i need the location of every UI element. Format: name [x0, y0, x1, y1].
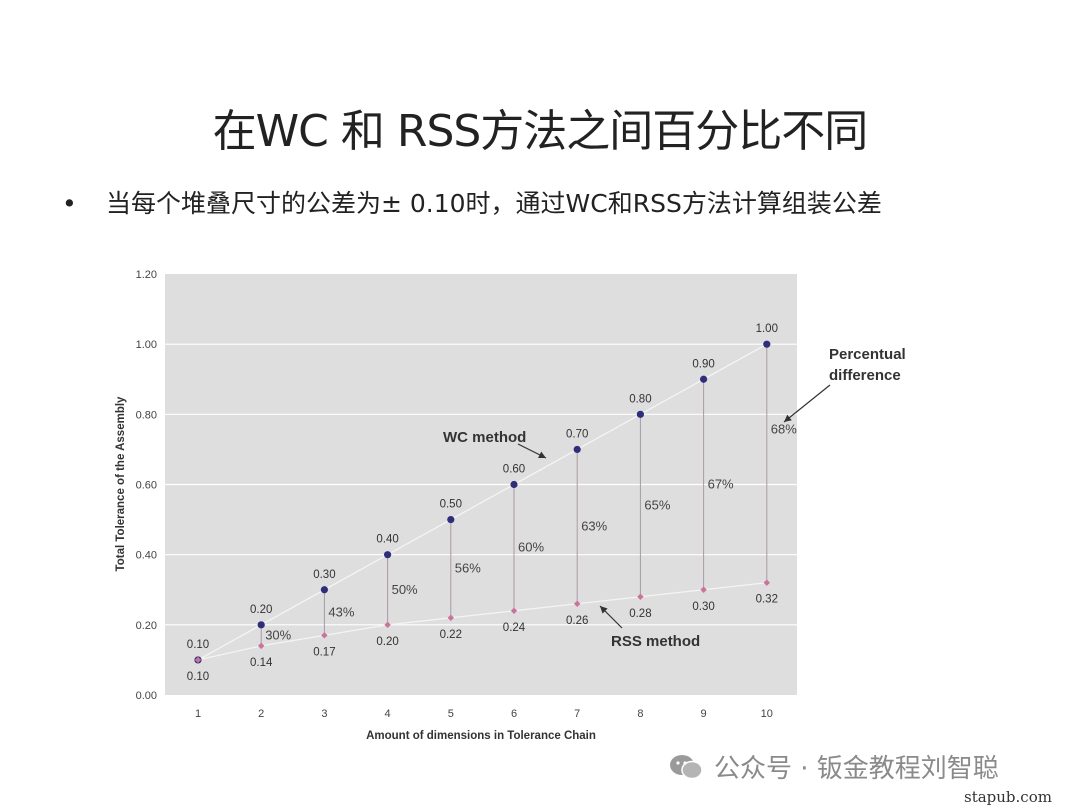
x-tick-label: 2: [258, 708, 264, 720]
percent-difference-label: 30%: [265, 627, 291, 642]
wc-point: [573, 445, 581, 454]
rss-point: [194, 656, 202, 664]
watermark: 公众号 · 钣金教程刘智聪: [668, 748, 999, 785]
rss-value-label: 0.24: [503, 622, 526, 634]
x-tick-label: 6: [511, 708, 517, 720]
wc-point: [384, 551, 392, 559]
wc-point: [257, 621, 265, 629]
data-points: [194, 340, 771, 664]
bullet-text: 当每个堆叠尺寸的公差为± 0.10时，通过WC和RSS方法计算组装公差: [106, 189, 882, 218]
watermark-text: 公众号 · 钣金教程刘智聪: [714, 754, 999, 784]
wc-value-label: 0.40: [376, 534, 398, 546]
wc-value-label: 0.10: [187, 639, 209, 651]
wc-point: [700, 375, 708, 383]
site-mark: stapub.com: [964, 788, 1052, 806]
percent-difference-label: 56%: [455, 561, 481, 576]
rss-point: [510, 607, 518, 614]
x-tick-label: 8: [637, 708, 643, 720]
x-tick-label: 3: [321, 708, 327, 720]
grid-lines: [165, 343, 797, 626]
rss-point: [384, 621, 391, 629]
percent-difference-label: 50%: [392, 582, 418, 597]
wc-value-label: 0.30: [313, 569, 335, 581]
rss-series-line: [197, 582, 767, 661]
bullet-marker: •: [62, 189, 77, 218]
y-tick-label: 1.00: [136, 339, 157, 351]
wc-point: [510, 480, 518, 489]
series-lines: [197, 343, 768, 661]
wc-method-label: WC method: [443, 429, 526, 446]
rss-point: [321, 632, 328, 639]
annotations: WC method RSS method Percentual differen…: [443, 346, 906, 650]
x-axis-title: Amount of dimensions in Tolerance Chain: [366, 730, 596, 742]
difference-lines: [260, 344, 768, 646]
wc-value-label: 0.50: [440, 499, 462, 511]
wechat-icon: [670, 754, 703, 779]
rss-value-label: 0.30: [692, 601, 714, 613]
rss-value-label: 0.20: [376, 636, 398, 648]
y-tick-label: 0.00: [136, 690, 157, 702]
rss-value-label: 0.14: [250, 657, 273, 669]
data-labels: 0.10 0.20 0.30 0.40 0.50 0.60 0.70 0.80 0.90 1.00…: [187, 323, 797, 683]
rss-value-label: 0.10: [187, 671, 209, 683]
y-tick-label: 0.80: [136, 409, 157, 421]
wc-point: [447, 515, 455, 524]
percentual-label-line1: Percentual: [829, 346, 906, 363]
wc-value-label: 1.00: [756, 323, 778, 335]
rss-method-arrow: [599, 605, 623, 629]
wc-value-label: 0.90: [692, 358, 714, 370]
y-tick-label: 1.20: [136, 269, 157, 281]
rss-point: [258, 642, 265, 650]
percent-difference-label: 65%: [644, 498, 670, 513]
rss-value-label: 0.28: [629, 608, 651, 620]
wc-series-line: [197, 343, 768, 661]
rss-value-label: 0.17: [313, 646, 335, 658]
x-tick-label: 9: [701, 708, 707, 720]
wc-point: [320, 586, 328, 594]
percent-difference-label: 68%: [771, 421, 797, 436]
rss-point: [637, 593, 644, 600]
x-tick-label: 5: [448, 708, 454, 720]
x-tick-label: 4: [385, 708, 391, 720]
percent-difference-label: 63%: [581, 519, 607, 534]
percent-difference-label: 67%: [708, 477, 734, 492]
y-axis-title: Total Tolerance of the Assembly: [115, 396, 127, 571]
percent-difference-label: 43%: [328, 605, 354, 620]
y-tick-label: 0.20: [136, 620, 157, 632]
rss-point: [574, 600, 581, 607]
percentual-label-line2: difference: [829, 367, 901, 384]
x-tick-label: 7: [574, 708, 580, 720]
rss-value-label: 0.32: [756, 594, 778, 606]
rss-point: [447, 614, 454, 622]
wc-point: [636, 410, 645, 418]
axes: 0.00 0.20 0.40 0.60 0.80 1.00 1.20 1 2 3 4 5 6 7 8 9 10 A…: [115, 269, 773, 742]
wc-value-label: 0.70: [566, 428, 588, 440]
x-tick-label: 1: [195, 708, 201, 720]
wc-value-label: 0.20: [250, 604, 272, 616]
wc-value-label: 0.60: [503, 464, 525, 476]
wc-value-label: 0.80: [629, 393, 651, 405]
y-tick-label: 0.60: [136, 480, 157, 492]
percentual-arrow: [783, 384, 831, 423]
y-tick-label: 0.40: [136, 550, 157, 562]
x-tick-label: 10: [761, 708, 773, 720]
rss-point: [763, 579, 770, 586]
rss-method-label: RSS method: [611, 633, 700, 650]
wc-method-arrow: [517, 443, 547, 459]
rss-value-label: 0.22: [440, 629, 462, 641]
percent-difference-label: 60%: [518, 540, 544, 555]
wc-point: [763, 340, 771, 348]
rss-value-label: 0.26: [566, 615, 588, 627]
slide-title: 在WC 和 RSS方法之间百分比不同: [212, 106, 869, 157]
rss-point: [700, 586, 707, 593]
